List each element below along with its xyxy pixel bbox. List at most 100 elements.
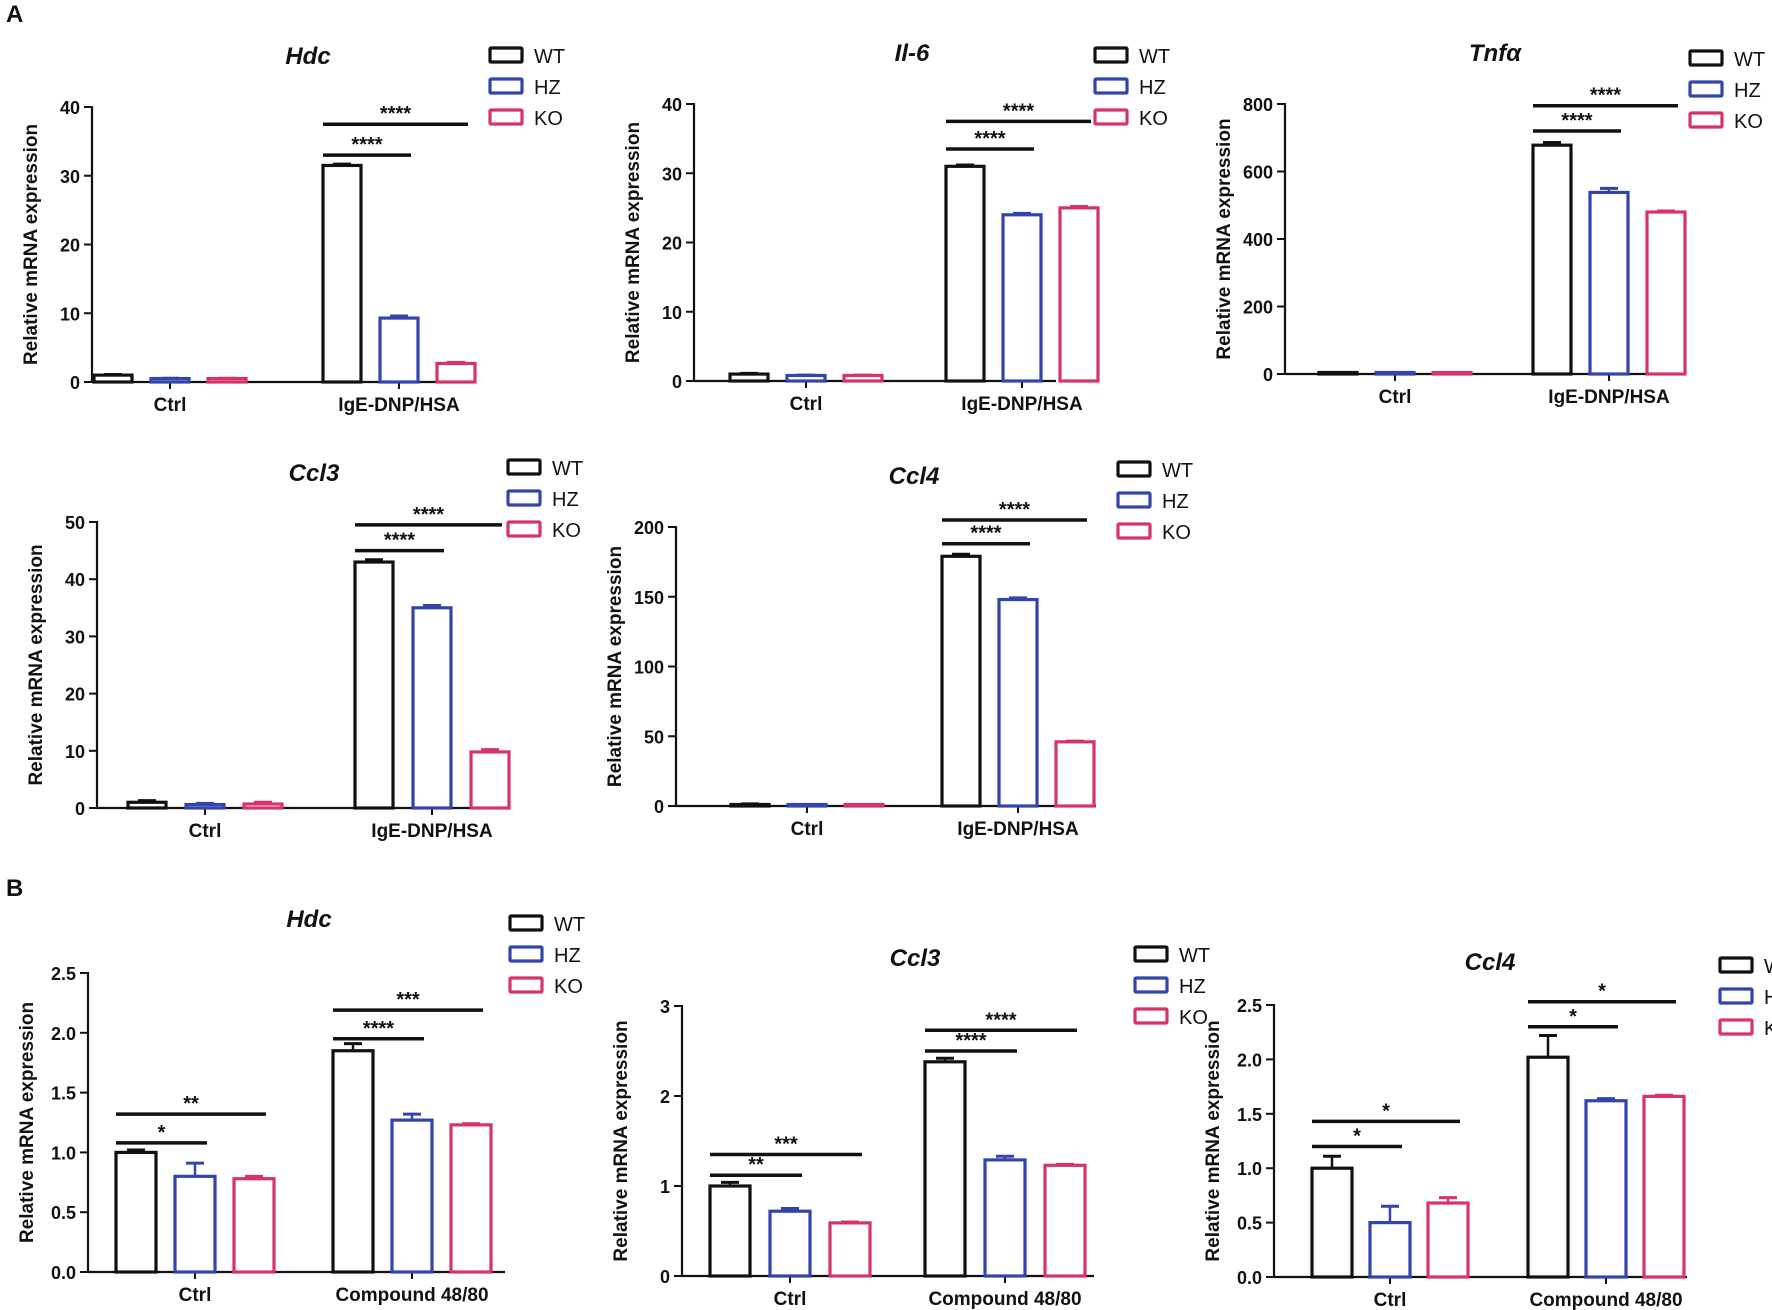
legend-swatch-wt xyxy=(1718,956,1754,974)
y-tick-label: 400 xyxy=(1243,230,1273,250)
y-axis-label: Relative mRNA expression xyxy=(17,1002,38,1243)
bar-wt xyxy=(1526,1055,1570,1279)
legend-swatch-hz xyxy=(508,945,544,963)
chart-1: Hdc 0 10 20 30 40 Relative mRNA expression Ctrl… xyxy=(21,43,565,416)
y-tick-label: 0 xyxy=(1263,365,1273,385)
bar-hz xyxy=(173,1174,217,1274)
significance-label: **** xyxy=(384,530,415,552)
bar-ko xyxy=(1058,206,1100,383)
chart-6: Hdc 0.0 0.5 1.0 1.5 2.0 2.5 Relative mRNA expre… xyxy=(17,906,585,1306)
significance-label: **** xyxy=(999,499,1030,521)
legend-label-ko: KO xyxy=(554,976,583,998)
significance-label: **** xyxy=(970,523,1001,545)
bar-ko xyxy=(449,1123,493,1274)
legend-swatch-hz xyxy=(1116,491,1152,509)
bar-hz xyxy=(378,316,420,384)
significance-label: * xyxy=(1569,1006,1577,1028)
y-tick-label: 1.5 xyxy=(51,1084,76,1104)
legend-swatch-ko xyxy=(508,976,544,994)
x-tick-label: Ctrl xyxy=(791,819,824,840)
y-tick-label: 0.0 xyxy=(51,1263,76,1283)
bar-ko xyxy=(1642,1094,1686,1279)
y-tick-label: 200 xyxy=(1243,298,1273,318)
bar-wt xyxy=(353,560,395,810)
y-tick-label: 0.5 xyxy=(1237,1214,1262,1234)
bar-ko xyxy=(435,361,477,384)
legend-swatch-wt xyxy=(488,46,524,64)
legend-label-ko: KO xyxy=(1179,1007,1208,1029)
y-tick-label: 800 xyxy=(1243,95,1273,115)
bar-hz xyxy=(184,802,226,810)
y-tick-label: 0 xyxy=(70,373,80,393)
legend-label-hz: HZ xyxy=(554,945,581,967)
legend-swatch-wt xyxy=(1688,49,1724,67)
bar-hz xyxy=(997,597,1039,808)
bar-wt xyxy=(321,163,363,384)
legend-label-wt: WT xyxy=(1162,460,1193,482)
legend-swatch-hz xyxy=(1093,77,1129,95)
bar-wt xyxy=(1310,1166,1354,1279)
legend-swatch-hz xyxy=(506,489,542,507)
legend-label-wt: WT xyxy=(554,914,585,936)
panel-label-a: A xyxy=(6,1,23,28)
bar-ko xyxy=(242,802,284,810)
x-tick-label: IgE-DNP/HSA xyxy=(371,821,493,842)
y-tick-label: 600 xyxy=(1243,163,1273,183)
bar-wt xyxy=(1531,143,1573,376)
x-tick-label: Ctrl xyxy=(154,395,187,416)
bar-hz xyxy=(1584,1099,1628,1279)
bar-ko xyxy=(1426,1201,1470,1279)
y-tick-label: 2.5 xyxy=(1237,996,1262,1016)
y-tick-label: 30 xyxy=(662,164,682,184)
legend-swatch-wt xyxy=(1133,945,1169,963)
bar-ko xyxy=(1043,1163,1087,1278)
significance-label: **** xyxy=(1003,100,1034,122)
legend-swatch-hz xyxy=(1718,987,1754,1005)
y-tick-label: 2.5 xyxy=(51,964,76,984)
significance-label: **** xyxy=(985,1009,1016,1031)
legend-label-wt: WT xyxy=(1179,945,1210,967)
bar-hz xyxy=(1001,213,1043,383)
chart-5: Ccl4 0 50 100 150 200 Relative mRNA expression… xyxy=(605,460,1193,840)
x-tick-label: IgE-DNP/HSA xyxy=(961,394,1083,415)
significance-label: * xyxy=(1353,1125,1361,1147)
y-tick-label: 2.0 xyxy=(51,1024,76,1044)
legend-label-hz: HZ xyxy=(1734,80,1761,102)
chart-title: Hdc xyxy=(286,906,331,933)
bar-ko xyxy=(232,1177,276,1274)
legend-swatch-wt xyxy=(506,458,542,476)
legend-swatch-ko xyxy=(1688,111,1724,129)
legend-label-ko: KO xyxy=(552,520,581,542)
bar-wt xyxy=(728,372,770,383)
chart-title: Tnfα xyxy=(1469,40,1522,67)
chart-4: Ccl3 0 10 20 30 40 50 Relative mRNA expression C… xyxy=(26,458,583,842)
bar-hz xyxy=(768,1209,812,1278)
y-tick-label: 1.5 xyxy=(1237,1105,1262,1125)
bar-ko xyxy=(1054,740,1096,808)
legend-label-hz: HZ xyxy=(552,489,579,511)
y-axis-label: Relative mRNA expression xyxy=(26,544,47,785)
y-tick-label: 0 xyxy=(672,372,682,392)
chart-3: Tnfα 0 200 400 600 800 Relative mRNA expressio… xyxy=(1214,40,1765,408)
legend-swatch-wt xyxy=(1116,460,1152,478)
y-axis-label: Relative mRNA expression xyxy=(605,546,626,787)
chart-title: Hdc xyxy=(285,43,330,70)
chart-8: Ccl4 0.0 0.5 1.0 1.5 2.0 2.5 Relative mRNA expr… xyxy=(1203,949,1772,1310)
y-axis-label: Relative mRNA expression xyxy=(611,1020,632,1261)
y-tick-label: 40 xyxy=(60,98,80,118)
chart-title: Ccl4 xyxy=(889,463,940,490)
chart-7: Ccl3 0 1 2 3 Relative mRNA expression Ctrl Comp… xyxy=(611,945,1210,1310)
bar-wt xyxy=(923,1060,967,1278)
y-tick-label: 0 xyxy=(660,1267,670,1287)
significance-label: *** xyxy=(396,989,420,1011)
bar-wt xyxy=(940,554,982,808)
bar-hz xyxy=(390,1118,434,1274)
y-tick-label: 10 xyxy=(65,742,85,762)
legend-swatch-wt xyxy=(1093,46,1129,64)
y-tick-label: 1 xyxy=(660,1177,670,1197)
y-tick-label: 150 xyxy=(634,588,664,608)
legend-swatch-ko xyxy=(1093,108,1129,126)
significance-label: *** xyxy=(774,1134,798,1156)
y-tick-label: 40 xyxy=(662,95,682,115)
